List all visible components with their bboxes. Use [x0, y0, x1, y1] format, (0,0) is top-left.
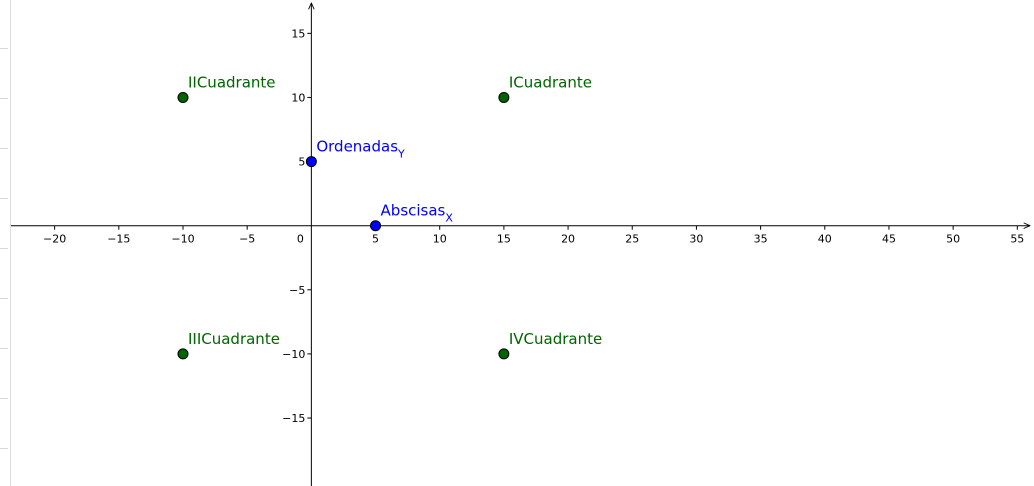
x-tick-label: −15 [107, 233, 130, 246]
x-tick-label: 40 [818, 233, 832, 246]
panel-divider [0, 248, 8, 249]
point-label-subscript: Y [397, 148, 405, 161]
x-tick-label: −20 [43, 233, 66, 246]
panel-divider [0, 298, 8, 299]
x-tick-label: 30 [689, 233, 703, 246]
panel-divider [0, 98, 8, 99]
point-marker[interactable] [177, 91, 189, 103]
point-label[interactable]: IIICuadrante [188, 330, 280, 348]
x-tick-label: 25 [625, 233, 639, 246]
point-label[interactable]: IICuadrante [188, 73, 276, 91]
x-tick-label: 50 [946, 233, 960, 246]
point-marker[interactable] [370, 220, 382, 232]
point-label[interactable]: AbscisasX [381, 202, 454, 225]
point-ivcuadrante[interactable]: IVCuadrante [498, 330, 602, 360]
y-tick-label: 5 [298, 156, 305, 169]
point-iicuadrante[interactable]: IICuadrante [177, 73, 276, 103]
x-tick-label: −10 [171, 233, 194, 246]
point-label-subscript: X [445, 212, 453, 225]
point-iiicuadrante[interactable]: IIICuadrante [177, 330, 280, 360]
point-marker[interactable] [177, 348, 189, 360]
y-axis-ticks: −15 −10 −5 5 10 15 [282, 27, 312, 425]
point-label[interactable]: OrdenadasY [316, 138, 405, 161]
x-tick-label: 10 [433, 233, 447, 246]
panel-divider [0, 448, 8, 449]
y-tick-label: −10 [282, 348, 305, 361]
point-marker[interactable] [498, 348, 510, 360]
y-tick-label: −5 [289, 284, 305, 297]
x-tick-label: 15 [497, 233, 511, 246]
panel-divider [0, 198, 8, 199]
y-tick-label: −15 [282, 412, 305, 425]
point-abscisas[interactable]: AbscisasX [370, 202, 454, 232]
x-axis-ticks: −20 −15 −10 −5 5 10 15 20 25 30 35 40 45 50 55 [43, 225, 1024, 246]
panel-divider [0, 398, 8, 399]
graphics-canvas[interactable]: −20 −15 −10 −5 5 10 15 20 25 30 35 40 45 50 55 −15−10−… [11, 0, 1034, 486]
algebra-view-panel-edge[interactable] [0, 0, 11, 486]
point-label[interactable]: IVCuadrante [509, 330, 602, 348]
point-marker[interactable] [305, 156, 317, 168]
y-tick-label: 10 [291, 91, 305, 104]
points-layer: ICuadrante IICuadrante IIICuadrante IVCuadr… [177, 73, 602, 360]
point-marker[interactable] [498, 91, 510, 103]
point-icuadrante[interactable]: ICuadrante [498, 73, 592, 103]
panel-divider [0, 348, 8, 349]
x-tick-label: 45 [882, 233, 896, 246]
origin-label: 0 [297, 233, 304, 246]
x-tick-label: 35 [754, 233, 768, 246]
y-tick-label: 15 [291, 27, 305, 40]
panel-divider [0, 48, 8, 49]
point-ordenadas[interactable]: OrdenadasY [305, 138, 405, 168]
point-label[interactable]: ICuadrante [509, 73, 592, 91]
x-tick-label: 5 [372, 233, 379, 246]
graphics-view[interactable]: −20 −15 −10 −5 5 10 15 20 25 30 35 40 45 50 55 −15 −10−… [11, 0, 1034, 486]
x-tick-label: 20 [561, 233, 575, 246]
x-tick-label: 55 [1010, 233, 1024, 246]
panel-divider [0, 148, 8, 149]
x-tick-label: −5 [239, 233, 255, 246]
